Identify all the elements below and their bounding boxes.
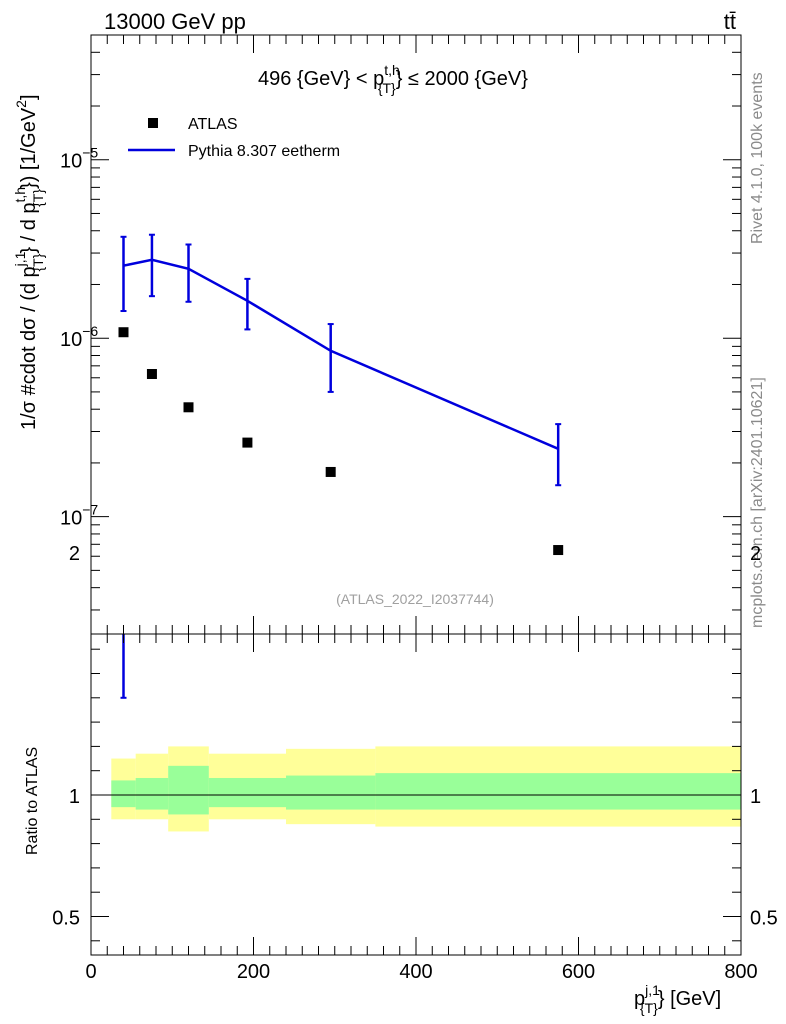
- ratio-xtick-label: 200: [237, 961, 270, 983]
- ratio-xlabel: pj,1 {T}} [GeV]: [634, 982, 721, 1016]
- ylabel-close: ]: [18, 94, 40, 100]
- ratio-stat-band: [168, 765, 209, 815]
- ratio-stat-band: [286, 775, 376, 810]
- mcplots-label: mcplots.cern.ch [arXiv:2401.10621]: [749, 377, 766, 628]
- chart-title: 496 {GeV} < pt,h {T}} ≤ 2000 {GeV}: [258, 62, 528, 96]
- ratio-xtick-label: 600: [562, 961, 595, 983]
- analysis-label: (ATLAS_2022_I2037744): [336, 591, 494, 607]
- atlas-point: [325, 466, 336, 477]
- ylabel-sub2: {T}: [30, 189, 46, 207]
- ratio-ytick-label-left: 1: [69, 786, 80, 808]
- ratio-bands: [111, 746, 741, 832]
- ylabel-sup2: t,h: [12, 187, 28, 203]
- main-ytick-label: 10−5: [60, 145, 98, 173]
- ratio-marks: [120, 634, 127, 699]
- atlas-point: [242, 437, 253, 448]
- ratio-ticks: [90, 634, 742, 955]
- main-ytick-label: 10−6: [60, 323, 98, 351]
- xlabel-p: p: [634, 988, 645, 1010]
- ylabel-sup1: j,1: [12, 251, 28, 267]
- ratio-xtick-labels: 0 200 400 600 800: [85, 961, 757, 983]
- ylabel-sub1: {T}: [30, 253, 46, 271]
- ylabel-mid: } / d p: [18, 202, 40, 253]
- ylabel-end: }) [1/GeV: [18, 107, 40, 189]
- ratio-stat-band: [375, 773, 741, 810]
- atlas-point: [553, 545, 564, 556]
- ratio-panel: 0.5 0.51 12 2 0 200 400 600 800 Ratio to ATLAS …: [24, 543, 778, 1016]
- ratio-stat-band: [111, 780, 136, 808]
- ratio-stat-band: [135, 777, 169, 810]
- ratio-ytick-label-left: 0.5: [52, 908, 80, 930]
- legend-atlas-label: ATLAS: [188, 116, 238, 133]
- main-ticks: [90, 34, 742, 634]
- rivet-label: Rivet 4.1.0, 100k events: [749, 72, 766, 244]
- legend-atlas-marker: [148, 118, 158, 128]
- xlabel-sup: j,1: [644, 982, 660, 998]
- main-marks: [118, 233, 564, 556]
- header-left: 13000 GeV pp: [104, 9, 246, 34]
- main-ytick-label: 10−7: [60, 502, 98, 530]
- ratio-ytick-label-right: 1: [750, 786, 761, 808]
- ratio-ytick-label-right: 2: [750, 543, 761, 565]
- xlabel-rest: } [GeV]: [658, 988, 721, 1010]
- ratio-ytick-label-right: 0.5: [750, 908, 778, 930]
- ratio-xtick-label: 0: [85, 961, 96, 983]
- ratio-xtick-label: 800: [724, 961, 757, 983]
- title-part: 496 {GeV} < p: [258, 68, 384, 90]
- ratio-ytick-labels: 0.5 0.5 1 1 2 2: [52, 543, 778, 930]
- ratio-stat-band: [208, 777, 286, 808]
- ratio-xtick-label: 400: [399, 961, 432, 983]
- atlas-point: [118, 327, 129, 338]
- atlas-point: [146, 369, 157, 380]
- main-ytick-labels: 10−7 10−6 10−5: [60, 145, 98, 530]
- title-rest: } ≤ 2000 {GeV}: [396, 68, 529, 90]
- ylabel-a: 1/σ #cdot dσ / (d p: [18, 266, 40, 430]
- main-ylabel: 1/σ #cdot dσ / (d pj,1 {T}} / d pt,h {T}})…: [12, 94, 46, 430]
- pythia-line: [123, 258, 559, 450]
- title-sup: t,h: [384, 62, 400, 78]
- legend-pythia-label: Pythia 8.307 eetherm: [188, 143, 340, 160]
- ylabel-exp: 2: [13, 100, 29, 108]
- ratio-ytick-label-left: 2: [69, 543, 80, 565]
- legend: ATLAS Pythia 8.307 eetherm: [128, 116, 340, 160]
- title-sub: {T}: [378, 80, 396, 96]
- atlas-point: [183, 402, 194, 413]
- ratio-ylabel: Ratio to ATLAS: [24, 747, 41, 855]
- xlabel-sub: {T}: [640, 1000, 658, 1016]
- header-right: tt̄: [724, 9, 736, 34]
- main-panel: 10−710−610−5 496 {GeV} < pt,h {T}} ≤ 2000…: [12, 34, 742, 635]
